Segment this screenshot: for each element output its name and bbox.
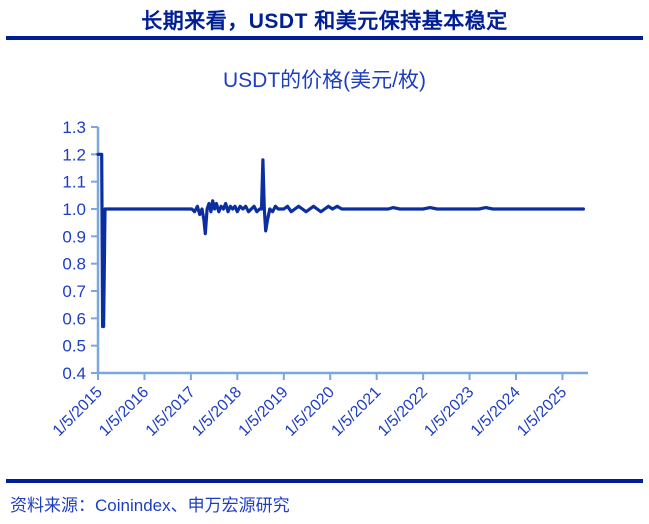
page-title: 长期来看，USDT 和美元保持基本稳定: [141, 10, 508, 33]
top-divider: [6, 36, 643, 40]
svg-text:0.7: 0.7: [62, 282, 86, 301]
svg-text:1/5/2024: 1/5/2024: [468, 384, 524, 440]
chart-axes: [96, 127, 588, 375]
svg-text:0.9: 0.9: [62, 227, 86, 246]
bottom-divider: [6, 479, 643, 483]
svg-text:1/5/2023: 1/5/2023: [421, 384, 477, 440]
svg-text:1/5/2018: 1/5/2018: [189, 384, 245, 440]
svg-text:0.6: 0.6: [62, 309, 86, 328]
chart-title: USDT的价格(美元/枚): [223, 69, 426, 92]
svg-text:0.4: 0.4: [62, 364, 86, 383]
svg-text:1.3: 1.3: [62, 118, 86, 137]
svg-text:1/5/2019: 1/5/2019: [236, 384, 292, 440]
usdt-price-line-chart: 0.40.50.60.70.80.91.01.11.21.3 1/5/20151…: [50, 118, 588, 440]
price-line-series: [96, 152, 586, 329]
svg-text:1/5/2022: 1/5/2022: [375, 384, 431, 440]
svg-text:1.1: 1.1: [62, 173, 86, 192]
svg-text:0.5: 0.5: [62, 337, 86, 356]
svg-text:1/5/2025: 1/5/2025: [514, 384, 570, 440]
svg-text:1/5/2021: 1/5/2021: [328, 384, 384, 440]
y-axis-ticks: 0.4 0.5 0.6 0.7 0.8 0.9 1.0 1.1 1.2 1.3: [62, 118, 98, 383]
svg-text:1/5/2016: 1/5/2016: [96, 384, 152, 440]
svg-text:1.0: 1.0: [62, 200, 86, 219]
svg-text:1.2: 1.2: [62, 145, 86, 164]
svg-text:1/5/2015: 1/5/2015: [50, 384, 106, 440]
x-axis-ticks: 1/5/20151/5/20161/5/20171/5/20181/5/2019…: [50, 373, 570, 440]
svg-text:1/5/2020: 1/5/2020: [282, 384, 338, 440]
svg-text:1/5/2017: 1/5/2017: [143, 384, 199, 440]
source-note: 资料来源：Coinindex、申万宏源研究: [10, 496, 290, 515]
svg-text:0.8: 0.8: [62, 255, 86, 274]
